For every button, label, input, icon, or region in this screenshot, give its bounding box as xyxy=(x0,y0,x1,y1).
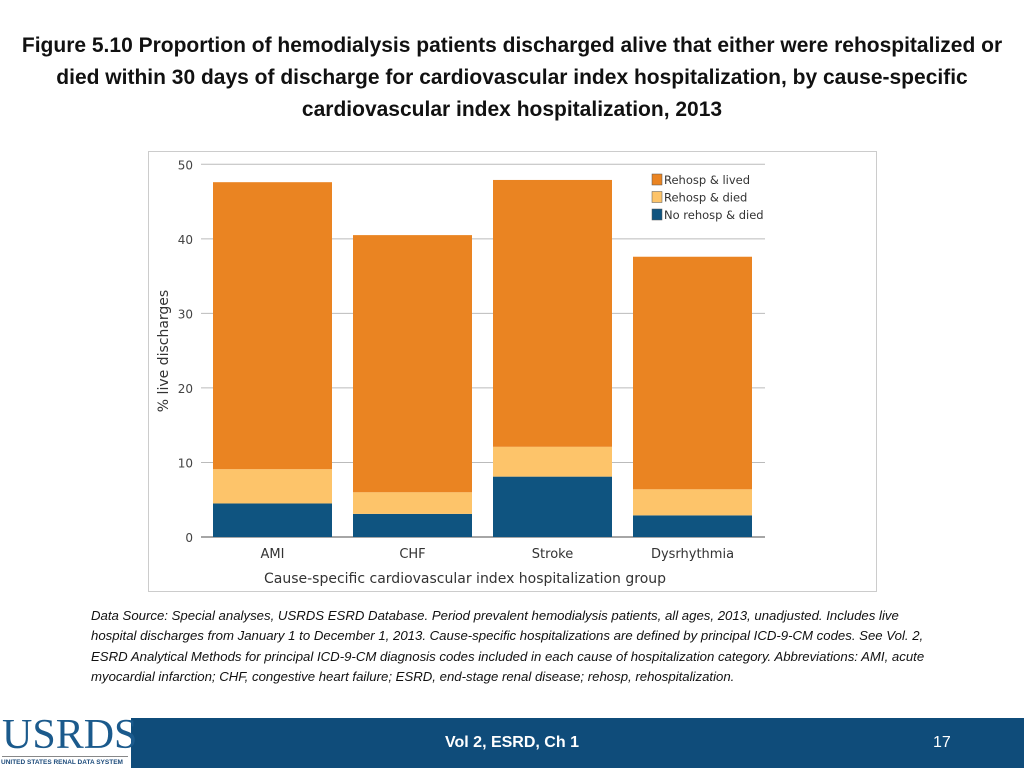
legend-label: No rehosp & died xyxy=(664,208,764,222)
bar-segment-ami-2 xyxy=(213,182,332,470)
bar-segment-chf-1 xyxy=(353,492,472,514)
bar-segment-stroke-2 xyxy=(493,179,612,447)
footer-bar xyxy=(0,718,1024,768)
legend-label: Rehosp & died xyxy=(664,191,747,205)
x-tick-label: Stroke xyxy=(532,547,573,562)
volume-label: Vol 2, ESRD, Ch 1 xyxy=(445,734,579,751)
legend-swatch xyxy=(651,208,663,221)
usrds-logo: USRDS UNITED STATES RENAL DATA SYSTEM xyxy=(0,712,137,768)
bar-segment-ami-0 xyxy=(213,503,332,537)
y-tick-label: 40 xyxy=(178,233,193,247)
y-tick-label: 50 xyxy=(178,158,193,172)
logo-text: USRDS xyxy=(2,712,138,758)
bar-segment-dysrhythmia-2 xyxy=(633,256,752,490)
y-tick-label: 20 xyxy=(178,382,193,396)
y-axis-label: % live discharges xyxy=(156,290,172,412)
bar-segment-stroke-0 xyxy=(493,476,612,537)
bar-segment-stroke-1 xyxy=(493,446,612,477)
bar-segment-dysrhythmia-0 xyxy=(633,515,752,537)
figure-title: Figure 5.10 Proportion of hemodialysis p… xyxy=(21,34,1003,121)
legend-label: Rehosp & lived xyxy=(664,173,750,187)
page-number: 17 xyxy=(933,734,951,751)
stacked-bar-chart: 0 10 20 30 40 50 AMI CHF Stroke Dysrhythmia Reho… xyxy=(156,158,765,587)
logo-subtext: UNITED STATES RENAL DATA SYSTEM xyxy=(1,759,123,766)
bar-segment-chf-2 xyxy=(353,235,472,493)
x-axis-label: Cause-specific cardiovascular index hosp… xyxy=(264,571,666,587)
data-source-note: Data Source: Special analyses, USRDS ESR… xyxy=(91,608,925,684)
x-tick-label: CHF xyxy=(399,547,425,562)
y-tick-label: 30 xyxy=(178,307,193,321)
bar-segment-ami-1 xyxy=(213,469,332,504)
chart: 0 10 20 30 40 50 AMI CHF Stroke Dysrhythmia Reho… xyxy=(148,151,877,592)
y-tick-label: 10 xyxy=(178,456,193,470)
x-tick-label: AMI xyxy=(261,547,285,562)
bar-segment-chf-0 xyxy=(353,513,472,537)
bar-segment-dysrhythmia-1 xyxy=(633,489,752,516)
y-tick-label: 0 xyxy=(185,531,193,545)
legend-swatch xyxy=(651,191,663,203)
x-tick-label: Dysrhythmia xyxy=(651,547,734,562)
legend-swatch xyxy=(651,173,663,186)
